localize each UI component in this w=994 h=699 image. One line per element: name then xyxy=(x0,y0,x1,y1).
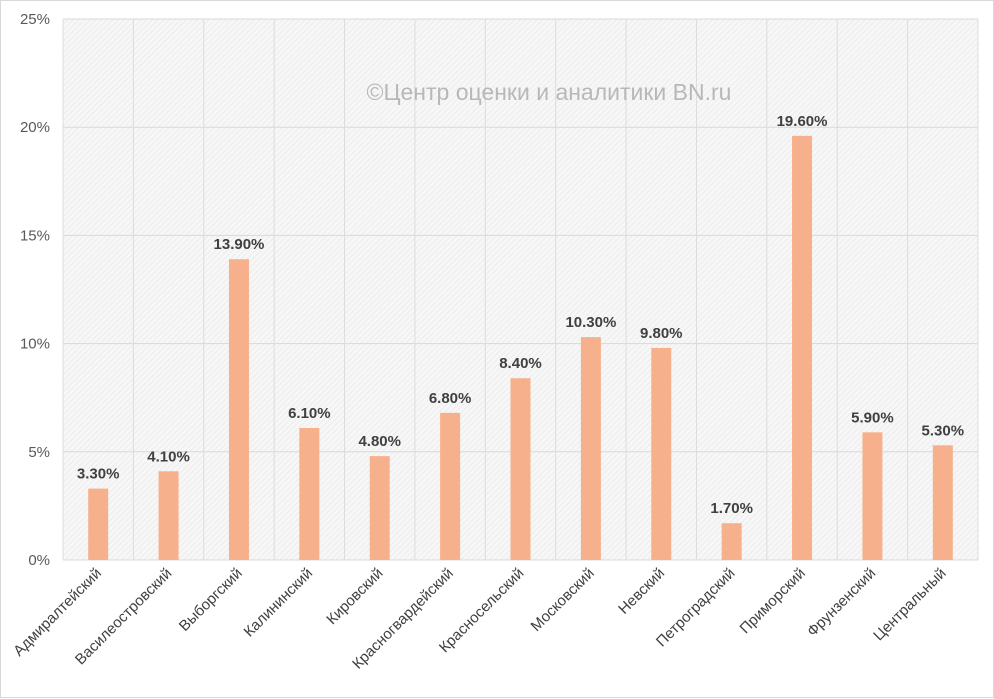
category-label: Калининский xyxy=(241,565,317,641)
data-label: 5.30% xyxy=(922,422,965,439)
y-axis-tick-labels: 0% 5% 10% 15% 20% 25% xyxy=(20,11,50,569)
data-label: 4.80% xyxy=(358,433,401,450)
bar xyxy=(299,427,320,560)
bar xyxy=(510,378,531,560)
data-label: 3.30% xyxy=(77,466,120,483)
bar xyxy=(792,135,813,560)
bars xyxy=(88,135,953,560)
watermark-text: ©Центр оценки и аналитики BN.ru xyxy=(367,79,732,105)
y-tick-label: 25% xyxy=(20,11,50,28)
data-label: 1.70% xyxy=(710,500,753,517)
data-label: 10.30% xyxy=(565,314,616,331)
category-label: Фрунзенский xyxy=(804,565,879,640)
bar xyxy=(369,456,390,560)
category-label: Невский xyxy=(615,565,668,618)
y-tick-label: 20% xyxy=(20,119,50,136)
gridlines xyxy=(62,18,979,561)
y-tick-label: 0% xyxy=(28,552,50,569)
data-label: 19.60% xyxy=(777,113,828,130)
data-labels: 3.30% 4.10% 13.90% 6.10% 4.80% 6.80% 8.40% 10.3… xyxy=(77,113,964,517)
bar xyxy=(862,432,883,560)
bar xyxy=(721,523,742,560)
bar xyxy=(158,471,179,560)
data-label: 8.40% xyxy=(499,355,542,372)
data-label: 5.90% xyxy=(851,409,894,426)
data-label: 9.80% xyxy=(640,325,683,342)
data-label: 4.10% xyxy=(147,448,190,465)
bar xyxy=(228,259,249,560)
bar xyxy=(580,337,601,560)
data-label: 6.10% xyxy=(288,405,331,422)
category-label: Центральный xyxy=(870,565,949,644)
y-tick-label: 5% xyxy=(28,444,50,461)
data-label: 6.80% xyxy=(429,390,472,407)
y-tick-label: 15% xyxy=(20,227,50,244)
bar xyxy=(651,347,672,560)
category-label: Московский xyxy=(528,565,598,635)
bar xyxy=(88,488,109,560)
y-tick-label: 10% xyxy=(20,336,50,353)
category-label: Приморский xyxy=(737,565,809,637)
data-label: 13.90% xyxy=(214,236,265,253)
category-label: Кировский xyxy=(323,565,386,628)
bar xyxy=(440,412,461,560)
bar xyxy=(932,445,953,560)
category-label: Выборгский xyxy=(176,565,246,635)
